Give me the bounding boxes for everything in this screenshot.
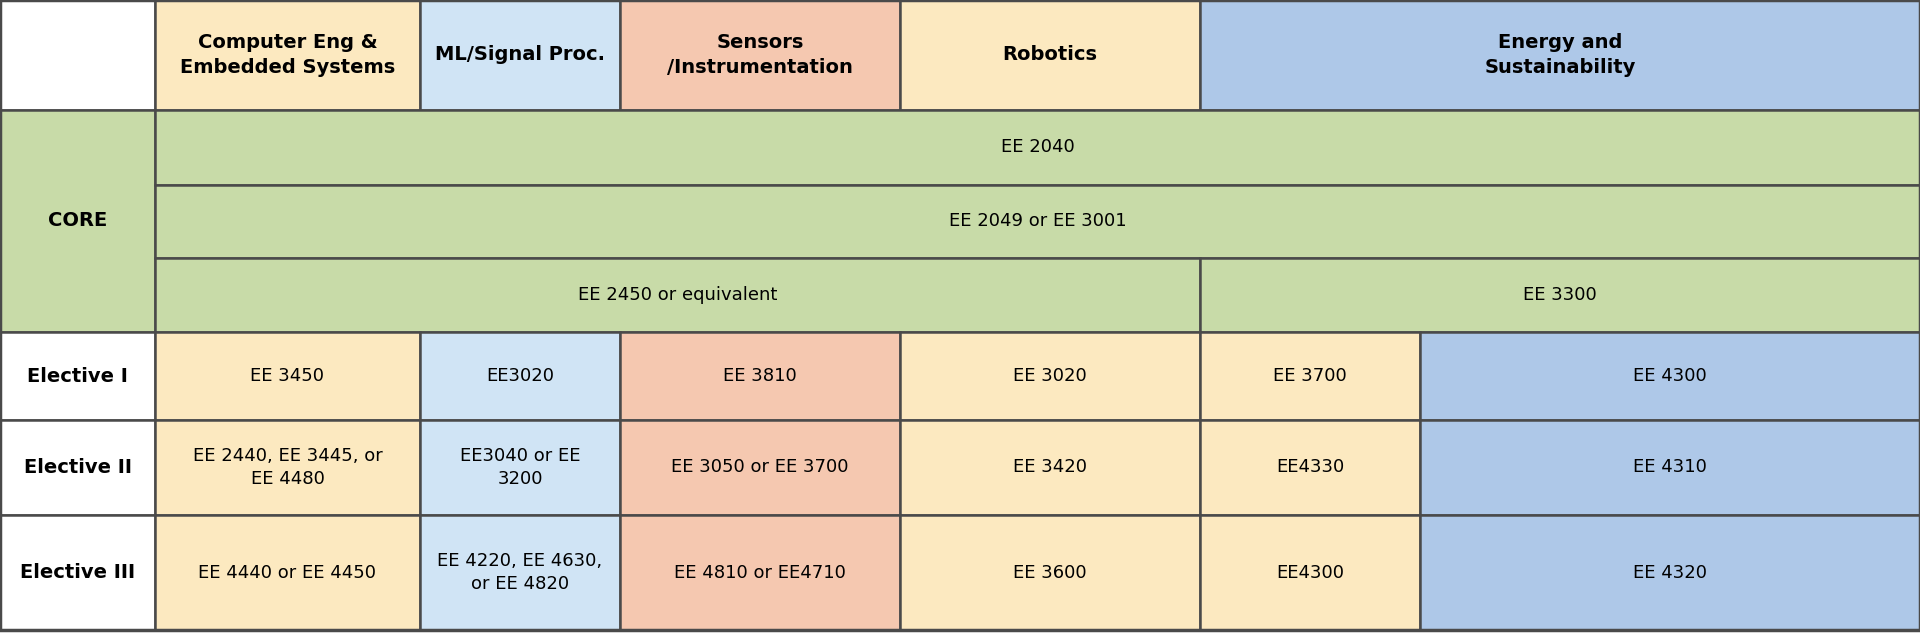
Bar (900, 515, 1200, 630)
Bar (900, 0, 1200, 110)
Text: ML/Signal Proc.: ML/Signal Proc. (436, 45, 605, 65)
Bar (1200, 515, 1421, 630)
Text: EE 3020: EE 3020 (1014, 367, 1087, 385)
Bar (1421, 515, 1920, 630)
Text: EE 3420: EE 3420 (1014, 458, 1087, 477)
Bar (0, 110, 156, 332)
Bar (620, 332, 900, 420)
Text: EE 4440 or EE 4450: EE 4440 or EE 4450 (198, 563, 376, 582)
Text: EE 4220, EE 4630,
or EE 4820: EE 4220, EE 4630, or EE 4820 (438, 552, 603, 593)
Text: EE 3700: EE 3700 (1273, 367, 1346, 385)
Text: Energy and
Sustainability: Energy and Sustainability (1484, 33, 1636, 77)
Bar (1200, 0, 1920, 110)
Bar (420, 420, 620, 515)
Text: EE3020: EE3020 (486, 367, 555, 385)
Text: EE 4300: EE 4300 (1634, 367, 1707, 385)
Bar (1200, 332, 1421, 420)
Text: EE 3600: EE 3600 (1014, 563, 1087, 582)
Bar (156, 420, 420, 515)
Bar (900, 332, 1200, 420)
Text: EE 2440, EE 3445, or
EE 4480: EE 2440, EE 3445, or EE 4480 (192, 447, 382, 488)
Bar (0, 420, 156, 515)
Text: Elective I: Elective I (27, 367, 129, 385)
Bar (620, 420, 900, 515)
Text: Elective III: Elective III (19, 563, 134, 582)
Text: Robotics: Robotics (1002, 45, 1098, 65)
Text: EE 4810 or EE4710: EE 4810 or EE4710 (674, 563, 847, 582)
Text: EE 4310: EE 4310 (1634, 458, 1707, 477)
Bar (420, 0, 620, 110)
Text: Sensors
/Instrumentation: Sensors /Instrumentation (666, 33, 852, 77)
Bar (156, 332, 420, 420)
Bar (156, 515, 420, 630)
Bar (1200, 258, 1920, 332)
Bar (1421, 332, 1920, 420)
Text: EE 2049 or EE 3001: EE 2049 or EE 3001 (948, 212, 1127, 230)
Bar (420, 332, 620, 420)
Text: EE4300: EE4300 (1277, 563, 1344, 582)
Bar (900, 420, 1200, 515)
Text: EE 2040: EE 2040 (1000, 138, 1075, 157)
Text: EE 3050 or EE 3700: EE 3050 or EE 3700 (672, 458, 849, 477)
Bar (156, 258, 1200, 332)
Bar (1421, 420, 1920, 515)
Bar (420, 515, 620, 630)
Bar (0, 332, 156, 420)
Text: EE 2450 or equivalent: EE 2450 or equivalent (578, 286, 778, 304)
Bar (620, 515, 900, 630)
Bar (1200, 420, 1421, 515)
Text: Elective II: Elective II (23, 458, 131, 477)
Text: CORE: CORE (48, 211, 108, 230)
Text: EE 3300: EE 3300 (1523, 286, 1597, 304)
Bar (156, 0, 420, 110)
Text: Computer Eng &
Embedded Systems: Computer Eng & Embedded Systems (180, 33, 396, 77)
Bar (620, 0, 900, 110)
Text: EE 4320: EE 4320 (1634, 563, 1707, 582)
Text: EE3040 or EE
3200: EE3040 or EE 3200 (459, 447, 580, 488)
Bar (0, 0, 156, 110)
Text: EE 3450: EE 3450 (250, 367, 324, 385)
Bar (156, 185, 1920, 258)
Bar (0, 515, 156, 630)
Text: EE4330: EE4330 (1277, 458, 1344, 477)
Bar (156, 110, 1920, 185)
Text: EE 3810: EE 3810 (724, 367, 797, 385)
